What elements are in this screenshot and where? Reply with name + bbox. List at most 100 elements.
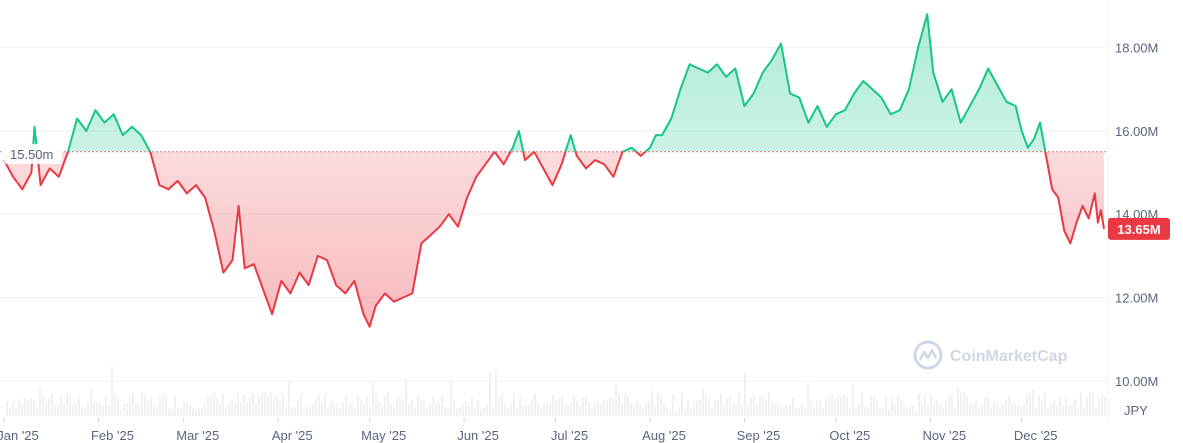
volume-bar: [522, 405, 524, 416]
volume-bar: [696, 401, 698, 416]
volume-bar: [480, 409, 482, 416]
volume-bar: [129, 396, 131, 416]
volume-bar: [474, 408, 476, 416]
volume-bar: [957, 385, 959, 416]
volume-bar: [249, 397, 251, 416]
volume-bar: [1104, 396, 1106, 416]
volume-bar: [285, 409, 287, 416]
volume-bar: [579, 405, 581, 416]
volume-bar: [201, 408, 203, 416]
y-tick-label: 10.00M: [1115, 374, 1158, 389]
volume-bar: [660, 396, 662, 416]
volume-bar: [525, 404, 527, 416]
volume-bar: [207, 396, 209, 416]
volume-bar: [639, 403, 641, 416]
x-tick-label: Oct '25: [829, 428, 870, 443]
volume-bar: [834, 398, 836, 416]
volume-bar: [60, 396, 62, 416]
volume-bar: [1065, 397, 1067, 416]
volume-bar: [693, 401, 695, 416]
volume-bar: [1032, 389, 1034, 416]
x-tick-label: Jan '25: [0, 428, 39, 443]
volume-bar: [750, 397, 752, 416]
volume-bar: [48, 397, 50, 416]
volume-bar: [915, 409, 917, 416]
volume-bar: [63, 403, 65, 416]
volume-bar: [300, 394, 302, 416]
volume-bar: [759, 396, 761, 416]
volume-bar: [582, 397, 584, 416]
volume-bar: [114, 394, 116, 416]
volume-bar: [588, 401, 590, 416]
volume-bar: [978, 407, 980, 416]
volume-bar: [1089, 392, 1091, 416]
volume-bar: [312, 404, 314, 416]
volume-bar: [966, 396, 968, 416]
volume-bar: [789, 403, 791, 416]
volume-bar: [1101, 394, 1103, 416]
baseline-label: 15.50m: [4, 144, 62, 164]
volume-bars: [6, 366, 1106, 416]
x-axis: Jan '25 Feb '25 Mar '25 Apr '25 May '25 Jun '…: [0, 418, 1058, 443]
volume-bar: [888, 409, 890, 416]
volume-bar: [1074, 398, 1076, 416]
volume-bar: [45, 402, 47, 416]
volume-bar: [435, 401, 437, 416]
volume-bar: [417, 395, 419, 416]
volume-bar: [381, 406, 383, 416]
volume-bar: [360, 400, 362, 416]
volume-bar: [369, 405, 371, 416]
volume-bar: [243, 393, 245, 416]
volume-bar: [267, 395, 269, 416]
volume-bar: [147, 401, 149, 416]
volume-bar: [144, 394, 146, 416]
volume-bar: [528, 405, 530, 416]
volume-bar: [897, 393, 899, 416]
volume-bar: [909, 406, 911, 416]
volume-bar: [798, 408, 800, 416]
volume-bar: [39, 389, 41, 416]
volume-bar: [720, 392, 722, 416]
volume-bar: [879, 408, 881, 416]
volume-bar: [627, 394, 629, 416]
currency-label: JPY: [1124, 403, 1148, 418]
volume-bar: [618, 393, 620, 416]
volume-bar: [204, 402, 206, 416]
volume-bar: [1038, 395, 1040, 416]
volume-bar: [345, 393, 347, 416]
volume-bar: [225, 408, 227, 416]
volume-bar: [678, 406, 680, 416]
x-tick-label: May '25: [361, 428, 406, 443]
volume-bar: [93, 402, 95, 416]
volume-bar: [861, 393, 863, 416]
volume-bar: [948, 395, 950, 416]
volume-bar: [963, 393, 965, 416]
volume-bar: [186, 403, 188, 416]
volume-bar: [87, 402, 89, 416]
volume-bar: [1047, 408, 1049, 416]
volume-bar: [408, 403, 410, 416]
volume-bar: [405, 378, 407, 416]
volume-bar: [657, 392, 659, 416]
volume-bar: [567, 405, 569, 416]
volume-bar: [1053, 400, 1055, 416]
volume-bar: [831, 394, 833, 416]
volume-bar: [156, 407, 158, 416]
volume-bar: [24, 398, 26, 416]
volume-bar: [519, 397, 521, 416]
volume-bar: [1068, 405, 1070, 416]
volume-bar: [1056, 404, 1058, 416]
volume-bar: [981, 404, 983, 416]
volume-bar: [513, 392, 515, 416]
volume-bar: [168, 409, 170, 416]
volume-bar: [123, 403, 125, 416]
volume-bar: [99, 401, 101, 416]
coinmarketcap-logo-mark: [918, 348, 938, 361]
volume-bar: [822, 407, 824, 416]
volume-bar: [183, 401, 185, 416]
watermark: CoinMarketCap: [913, 340, 1068, 370]
current-price-tag: 13.65M: [1108, 217, 1170, 240]
volume-bar: [57, 404, 59, 416]
volume-bar: [546, 404, 548, 416]
